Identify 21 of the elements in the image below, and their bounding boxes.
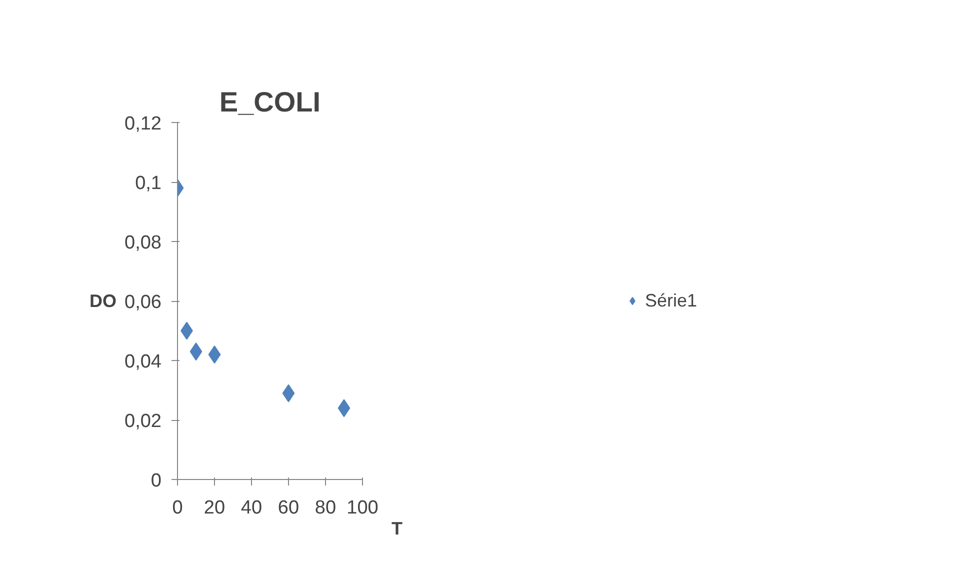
x-tick-label: 80 xyxy=(314,498,336,518)
x-tick-label: 40 xyxy=(240,498,262,518)
y-tick-label: 0,06 xyxy=(124,292,162,313)
point xyxy=(190,342,202,361)
y-tick-label: 0,12 xyxy=(124,114,162,134)
y-tick-label: 0,1 xyxy=(135,173,162,194)
point xyxy=(208,346,221,364)
x-tick-label: 100 xyxy=(346,498,378,518)
y-axis-title: DO xyxy=(90,291,117,311)
point xyxy=(338,399,350,418)
y-tick-label: 0,02 xyxy=(124,411,162,432)
x-tick-label: 20 xyxy=(204,498,226,518)
x-tick-label: 0 xyxy=(172,498,183,518)
y-tick-label: 0 xyxy=(150,470,162,492)
chart-title: E_COLI xyxy=(219,86,321,118)
y-tick-label: 0,04 xyxy=(124,352,162,372)
y-tick-label: 0,08 xyxy=(124,232,162,254)
point xyxy=(282,384,295,402)
x-axis-title: T xyxy=(392,518,403,538)
legend-label: Série1 xyxy=(644,290,698,311)
x-tick-label: 60 xyxy=(278,498,300,518)
